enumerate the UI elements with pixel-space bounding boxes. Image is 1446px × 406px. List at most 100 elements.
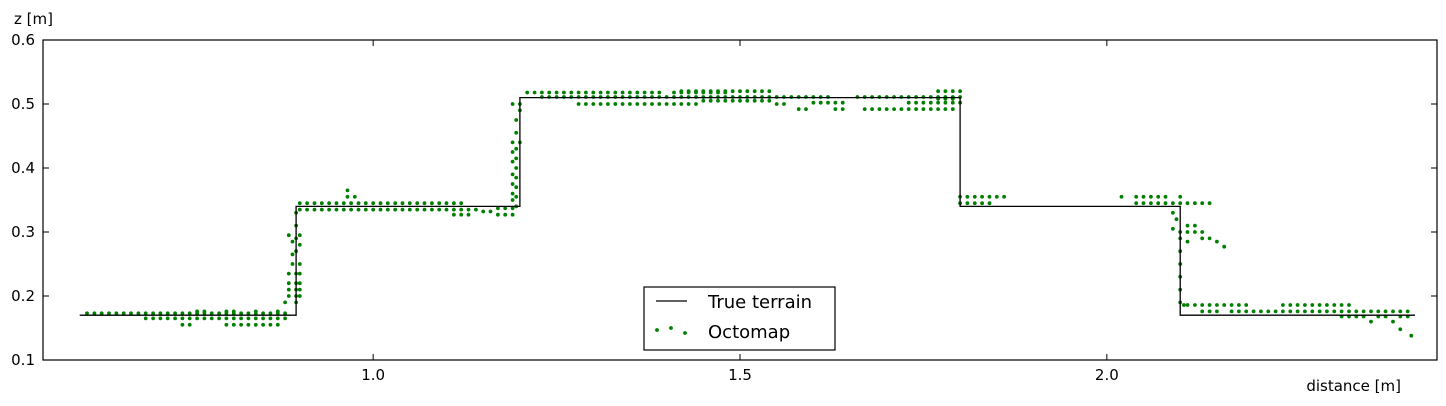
octomap-point	[385, 207, 390, 212]
octomap-point	[1281, 309, 1285, 314]
octomap-point	[1178, 194, 1183, 199]
octomap-point	[371, 201, 376, 206]
octomap-point	[620, 102, 625, 106]
octomap-point	[452, 212, 456, 217]
octomap-point	[187, 311, 192, 316]
octomap-point	[286, 281, 291, 286]
octomap-point	[378, 207, 383, 212]
octomap-point	[899, 107, 904, 111]
octomap-point	[151, 316, 156, 321]
octomap-point	[738, 98, 742, 103]
octomap-point	[496, 206, 500, 211]
octomap-point	[514, 166, 519, 170]
octomap-point	[606, 102, 610, 106]
octomap-point	[341, 207, 346, 212]
octomap-point	[980, 201, 984, 206]
octomap-point	[906, 107, 911, 111]
octomap-point	[459, 212, 464, 217]
octomap-point	[349, 201, 353, 206]
octomap-point	[650, 102, 654, 106]
octomap-point	[275, 322, 280, 327]
octomap-point	[286, 271, 291, 276]
octomap-point	[143, 311, 148, 316]
octomap-point	[708, 89, 713, 94]
octomap-point	[928, 100, 933, 105]
octomap-point	[936, 107, 940, 111]
octomap-point	[628, 90, 632, 95]
octomap-point	[613, 102, 618, 106]
octomap-point	[231, 322, 236, 327]
octomap-point	[804, 107, 808, 111]
octomap-point	[224, 309, 229, 314]
octomap-point	[297, 233, 302, 238]
octomap-point	[584, 90, 588, 95]
octomap-point	[1251, 309, 1256, 314]
octomap-point	[305, 201, 309, 206]
octomap-point	[642, 102, 647, 106]
octomap-point	[510, 212, 515, 217]
octomap-point	[1266, 309, 1271, 314]
octomap-point	[1310, 303, 1315, 307]
octomap-point	[1174, 217, 1179, 222]
octomap-point	[393, 201, 398, 206]
octomap-point	[1185, 303, 1190, 307]
octomap-point	[363, 201, 368, 206]
octomap-point	[415, 207, 420, 212]
octomap-point	[716, 89, 720, 94]
octomap-point	[283, 300, 287, 305]
octomap-point	[752, 89, 757, 94]
y-tick-label: 0.6	[11, 31, 35, 49]
octomap-point	[224, 322, 229, 327]
octomap-point	[514, 130, 519, 135]
octomap-point	[319, 201, 324, 206]
octomap-point	[1259, 309, 1263, 314]
octomap-point	[1244, 309, 1249, 314]
octomap-point	[173, 316, 178, 321]
octomap-point	[936, 89, 940, 94]
octomap-point	[1295, 303, 1300, 307]
octomap-point	[334, 207, 339, 212]
octomap-point	[657, 102, 662, 106]
octomap-point	[327, 207, 331, 212]
octomap-point	[657, 90, 662, 95]
octomap-point	[723, 98, 728, 103]
octomap-point	[136, 311, 141, 316]
octomap-point	[1369, 309, 1373, 314]
octomap-point	[261, 316, 265, 321]
octomap-point	[305, 207, 309, 212]
octomap-point	[85, 311, 89, 316]
octomap-point	[1303, 303, 1307, 307]
octomap-point	[352, 194, 357, 199]
octomap-point	[129, 311, 133, 316]
octomap-point	[202, 309, 207, 314]
octomap-point	[950, 100, 955, 105]
octomap-point	[430, 201, 434, 206]
octomap-point	[796, 107, 801, 111]
octomap-point	[723, 89, 728, 94]
octomap-point	[870, 107, 874, 111]
octomap-point	[503, 206, 508, 211]
octomap-point	[180, 322, 185, 327]
octomap-point	[173, 311, 178, 316]
octomap-point	[965, 201, 970, 206]
octomap-point	[1347, 303, 1351, 307]
octomap-point	[525, 90, 530, 95]
octomap-point	[730, 98, 735, 103]
octomap-point	[752, 98, 757, 103]
octomap-point	[576, 90, 581, 95]
octomap-point	[1229, 309, 1234, 314]
octomap-point	[686, 89, 691, 94]
legend-octomap-swatch-dot	[655, 328, 659, 332]
octomap-point	[268, 311, 273, 316]
octomap-point	[921, 100, 926, 105]
octomap-point	[1273, 309, 1278, 314]
octomap-point	[510, 191, 515, 196]
octomap-point	[327, 201, 331, 206]
octomap-point	[1222, 303, 1227, 307]
octomap-point	[576, 102, 581, 106]
y-tick-label: 0.2	[11, 287, 35, 305]
octomap-point	[1185, 201, 1190, 206]
octomap-point	[760, 89, 764, 94]
legend-octomap-swatch-dot	[683, 331, 687, 335]
octomap-point	[987, 201, 992, 206]
